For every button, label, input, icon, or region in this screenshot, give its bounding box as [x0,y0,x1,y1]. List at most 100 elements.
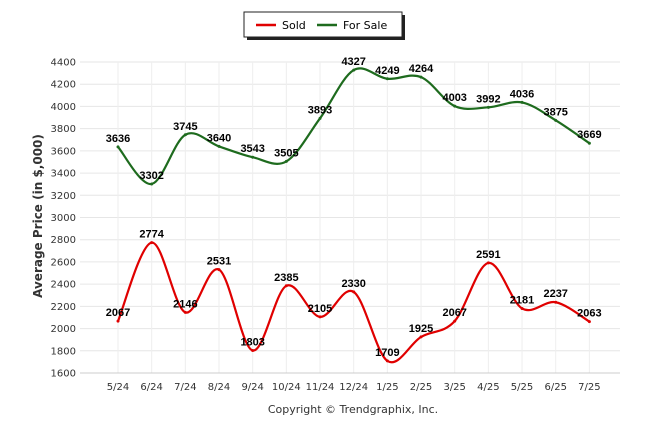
data-label-sold: 1803 [240,336,264,348]
data-label-sold: 2067 [442,307,466,319]
x-tick-label: 4/25 [477,382,499,393]
data-label-sold: 2531 [207,256,231,268]
data-point-sold [217,268,221,272]
data-point-sold [554,300,558,304]
data-point-sold [385,359,389,363]
data-point-sold [251,348,255,352]
y-tick-label: 3800 [51,124,76,135]
data-labels: 2067 2774 2146 2531 1803 2385 2105 2330 1709 1925… [106,56,602,359]
data-point-for-sale [217,144,221,148]
data-label-sold: 2330 [341,278,365,290]
data-label-for-sale: 4036 [510,88,534,100]
data-label-sold: 2146 [173,298,197,310]
data-label-for-sale: 3992 [476,93,500,105]
y-tick-label: 3600 [51,146,76,157]
data-point-for-sale [116,145,120,149]
data-label-for-sale: 4003 [442,92,466,104]
y-tick-label: 3400 [51,169,76,180]
x-tick-label: 10/24 [272,382,301,393]
data-label-sold: 2063 [577,308,601,320]
y-tick-label: 4000 [51,102,76,113]
data-label-for-sale: 3669 [577,129,601,141]
x-tick-label: 5/25 [511,382,533,393]
data-point-for-sale [318,116,322,120]
grid-lines [80,61,620,374]
data-point-for-sale [183,133,187,137]
data-point-for-sale [385,77,389,81]
y-tick-label: 1800 [51,346,76,357]
data-label-for-sale: 4327 [341,56,365,68]
data-label-for-sale: 4264 [409,63,434,75]
data-point-sold [183,310,187,314]
data-point-for-sale [150,182,154,186]
x-axis-ticks: 5/24 6/24 7/24 8/24 9/24 10/24 11/24 12/24 1/25 2… [107,382,601,393]
x-tick-label: 12/24 [339,382,368,393]
legend-label-sold: Sold [282,19,306,32]
copyright-credit: Copyright © Trendgraphix, Inc. [268,403,438,416]
data-point-sold [116,319,120,323]
data-label-sold: 2237 [543,288,567,300]
legend-label-for-sale: For Sale [343,19,387,32]
y-tick-label: 2800 [51,235,76,246]
y-tick-label: 2000 [51,324,76,335]
data-point-sold [150,241,154,245]
x-tick-label: 7/25 [578,382,600,393]
data-label-for-sale: 3893 [308,104,332,116]
data-point-sold [453,319,457,323]
data-label-for-sale: 3505 [274,147,298,159]
data-label-sold: 2591 [476,249,500,261]
data-label-sold: 2181 [510,294,534,306]
data-label-sold: 2385 [274,272,298,284]
data-point-sold [352,290,356,294]
x-tick-label: 1/25 [376,382,398,393]
data-point-sold [520,306,524,310]
data-label-sold: 2774 [139,229,164,241]
x-tick-label: 8/24 [208,382,230,393]
y-tick-label: 2600 [51,257,76,268]
data-label-sold: 1925 [409,323,433,335]
data-point-for-sale [587,141,591,145]
x-tick-label: 9/24 [241,382,263,393]
data-label-sold: 1709 [375,347,399,359]
data-point-for-sale [520,100,524,104]
y-tick-label: 2200 [51,302,76,313]
data-point-for-sale [486,105,490,109]
data-point-sold [419,335,423,339]
y-tick-label: 3200 [51,191,76,202]
y-tick-label: 3000 [51,213,76,224]
x-tick-label: 3/25 [443,382,465,393]
y-tick-label: 4400 [51,58,76,69]
y-tick-label: 1600 [51,369,76,380]
x-tick-label: 11/24 [306,382,335,393]
data-point-for-sale [352,68,356,72]
y-axis-title: Average Price (in $,000) [31,134,45,298]
series-line-sold [116,241,590,364]
series-lines [116,67,591,364]
data-point-sold [284,284,288,288]
data-point-sold [486,261,490,265]
data-label-sold: 2067 [106,307,130,319]
x-tick-label: 7/24 [174,382,196,393]
y-axis-ticks: 1600 1800 2000 2200 2400 2600 2800 3000 3200 3400… [51,58,76,380]
data-point-for-sale [419,75,423,79]
data-point-sold [318,315,322,319]
y-tick-label: 2400 [51,280,76,291]
data-label-for-sale: 3543 [240,143,264,155]
legend: Sold For Sale [243,11,405,40]
data-label-for-sale: 4249 [375,65,399,77]
y-tick-label: 4200 [51,80,76,91]
data-point-for-sale [453,104,457,108]
data-label-for-sale: 3875 [543,106,567,118]
x-tick-label: 5/24 [107,382,129,393]
x-tick-label: 6/25 [544,382,566,393]
data-point-for-sale [251,155,255,159]
data-label-sold: 2105 [308,303,332,315]
data-label-for-sale: 3302 [139,170,163,182]
data-label-for-sale: 3640 [207,132,231,144]
data-point-for-sale [284,159,288,163]
x-tick-label: 6/24 [140,382,162,393]
data-point-for-sale [554,118,558,122]
x-tick-label: 2/25 [410,382,432,393]
data-label-for-sale: 3745 [173,121,197,133]
